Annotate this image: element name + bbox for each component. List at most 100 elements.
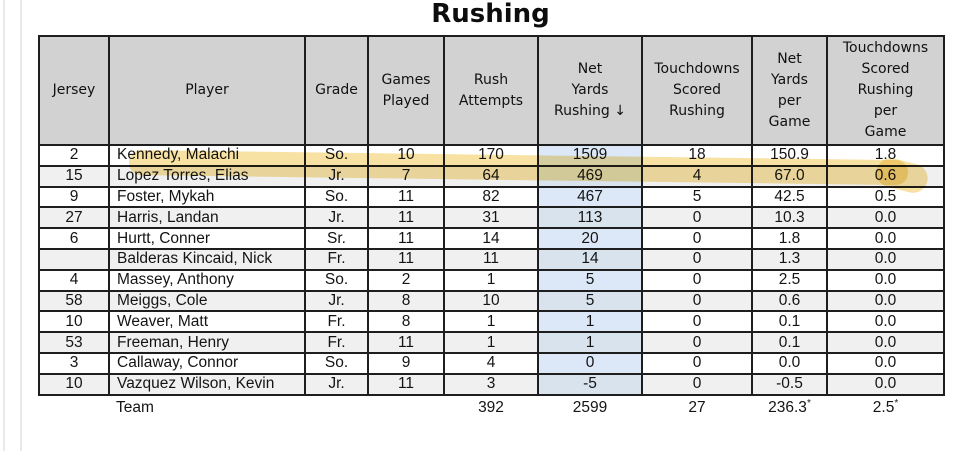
column-header-td_pg[interactable]: Touchdowns Scored Rushing per Game (826, 35, 945, 146)
td-cell: 5 (641, 185, 753, 209)
table-row: 27 Harris, Landan Jr. 11 31 113 0 10.3 0.0 (38, 206, 945, 230)
ypg-cell: 10.3 (751, 206, 828, 230)
attempts-cell: 14 (443, 227, 539, 250)
grade-cell: Jr. (304, 206, 369, 230)
jersey-cell: 15 (38, 164, 110, 188)
td_pg-cell: 0.0 (826, 247, 945, 271)
header-row: Jersey Player Grade Games Played Rush Attemp… (38, 35, 945, 146)
table-row: 6 Hurtt, Conner Sr. 11 14 20 0 1.8 0.0 (38, 227, 945, 250)
grade-cell: Jr. (304, 164, 369, 188)
attempts-cell: 1 (443, 331, 539, 354)
ypg-cell: 0.1 (751, 331, 828, 354)
table-body: 2 Kennedy, Malachi So. 10 170 1509 18 150.9 1.8 1… (38, 144, 945, 396)
net_yards-cell: 5 (537, 268, 643, 292)
grade-cell: So. (304, 268, 369, 292)
attempts-cell: 10 (443, 289, 539, 313)
page-edge-line (3, 0, 5, 451)
team-games-cell (368, 394, 444, 420)
ypg-cell: 42.5 (751, 185, 828, 209)
net_yards-cell: 113 (537, 206, 643, 230)
player-cell: Massey, Anthony (108, 268, 306, 292)
table-row: Balderas Kincaid, Nick Fr. 11 11 14 0 1.3 0.0 (38, 247, 945, 271)
grade-cell: Fr. (304, 310, 369, 334)
player-cell: Kennedy, Malachi (108, 144, 306, 167)
net_yards-cell: 5 (537, 289, 643, 313)
grade-cell: Fr. (304, 247, 369, 271)
column-header-net_yards[interactable]: Net Yards Rushing ↓ (537, 35, 643, 146)
jersey-cell: 4 (38, 268, 110, 292)
table-row: 53 Freeman, Henry Fr. 11 1 1 0 0.1 0.0 (38, 331, 945, 354)
jersey-cell: 27 (38, 206, 110, 230)
player-cell: Foster, Mykah (108, 185, 306, 209)
grade-cell: So. (304, 144, 369, 167)
ypg-cell: -0.5 (751, 372, 828, 396)
column-header-games[interactable]: Games Played (367, 35, 445, 146)
net_yards-cell: 469 (537, 164, 643, 188)
td_pg-cell: 1.8 (826, 144, 945, 167)
footnote-asterisk: * (894, 397, 899, 409)
td_pg-cell: 0.0 (826, 206, 945, 230)
td_pg-cell: 0.0 (826, 372, 945, 396)
td-cell: 0 (641, 289, 753, 313)
net_yards-cell: 20 (537, 227, 643, 250)
net_yards-cell: 1509 (537, 144, 643, 167)
column-header-ypg[interactable]: Net Yards per Game (751, 35, 828, 146)
net_yards-cell: 14 (537, 247, 643, 271)
td-cell: 4 (641, 164, 753, 188)
player-cell: Weaver, Matt (108, 310, 306, 334)
td-cell: 0 (641, 372, 753, 396)
td_pg-cell: 0.0 (826, 310, 945, 334)
td_pg-cell: 0.0 (826, 227, 945, 250)
column-header-jersey[interactable]: Jersey (38, 35, 110, 146)
net_yards-cell: 1 (537, 331, 643, 354)
column-header-player[interactable]: Player (108, 35, 306, 146)
footnote-asterisk: * (806, 397, 811, 409)
team-attempts-cell: 392 (444, 394, 538, 420)
ypg-cell: 0.0 (751, 351, 828, 375)
td-cell: 0 (641, 227, 753, 250)
games-cell: 8 (367, 310, 445, 334)
table-row: 3 Callaway, Connor So. 9 4 0 0 0.0 0.0 (38, 351, 945, 375)
player-cell: Harris, Landan (108, 206, 306, 230)
td-cell: 0 (641, 206, 753, 230)
player-cell: Balderas Kincaid, Nick (108, 247, 306, 271)
table-header: Jersey Player Grade Games Played Rush Attemp… (38, 35, 945, 146)
games-cell: 8 (367, 289, 445, 313)
td_pg-cell: 0.0 (826, 351, 945, 375)
column-header-td[interactable]: Touchdowns Scored Rushing (641, 35, 753, 146)
td_pg-cell: 0.0 (826, 268, 945, 292)
team-label-cell: Team (109, 394, 305, 420)
player-cell: Callaway, Connor (108, 351, 306, 375)
jersey-cell: 53 (38, 331, 110, 354)
column-header-grade[interactable]: Grade (304, 35, 369, 146)
td-cell: 0 (641, 351, 753, 375)
attempts-cell: 3 (443, 372, 539, 396)
page-edge-line (20, 0, 22, 451)
table-row: 10 Weaver, Matt Fr. 8 1 1 0 0.1 0.0 (38, 310, 945, 334)
td-cell: 0 (641, 331, 753, 354)
grade-cell: Sr. (304, 227, 369, 250)
table-row: 9 Foster, Mykah So. 11 82 467 5 42.5 0.5 (38, 185, 945, 209)
team-net_yards-cell: 2599 (538, 394, 642, 420)
player-cell: Freeman, Henry (108, 331, 306, 354)
jersey-cell: 58 (38, 289, 110, 313)
jersey-cell: 10 (38, 310, 110, 334)
ypg-cell: 1.3 (751, 247, 828, 271)
td-cell: 18 (641, 144, 753, 167)
ypg-cell: 1.8 (751, 227, 828, 250)
games-cell: 11 (367, 372, 445, 396)
jersey-cell: 10 (38, 372, 110, 396)
player-cell: Hurtt, Conner (108, 227, 306, 250)
attempts-cell: 31 (443, 206, 539, 230)
td_pg-cell: 0.0 (826, 331, 945, 354)
net_yards-cell: 0 (537, 351, 643, 375)
games-cell: 11 (367, 206, 445, 230)
column-header-attempts[interactable]: Rush Attempts (443, 35, 539, 146)
table-row: 10 Vazquez Wilson, Kevin Jr. 11 3 -5 0 -0.5 0.0 (38, 372, 945, 396)
grade-cell: So. (304, 351, 369, 375)
table-row: 58 Meiggs, Cole Jr. 8 10 5 0 0.6 0.0 (38, 289, 945, 313)
grade-cell: So. (304, 185, 369, 209)
attempts-cell: 170 (443, 144, 539, 167)
jersey-cell: 3 (38, 351, 110, 375)
